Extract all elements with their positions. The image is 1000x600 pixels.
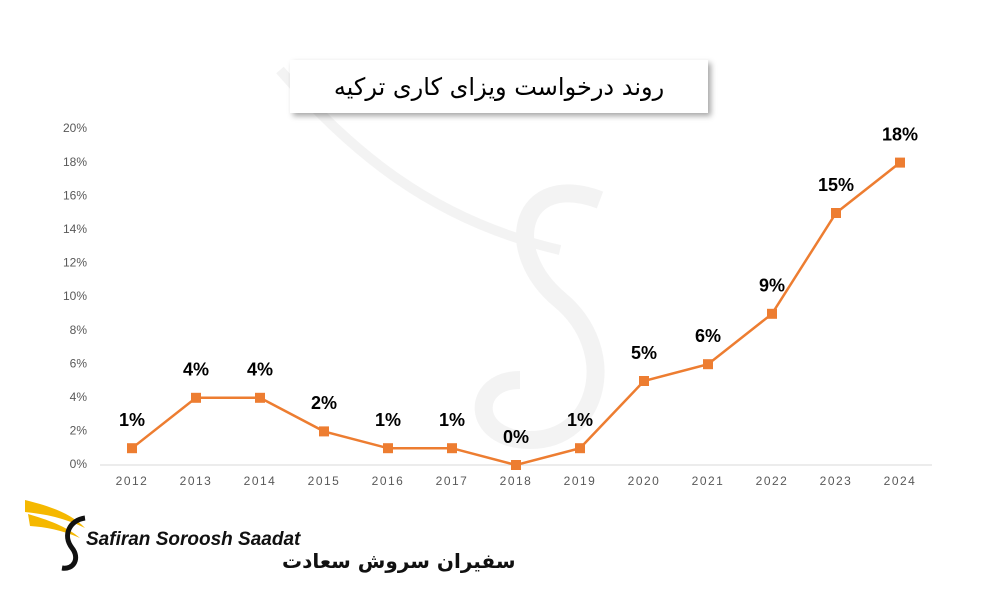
marker <box>575 443 585 454</box>
x-tick-label: 2018 <box>500 474 533 488</box>
y-tick-label: 12% <box>63 256 87 270</box>
data-label: 6% <box>695 326 721 346</box>
marker <box>767 308 777 319</box>
data-label: 15% <box>818 175 854 195</box>
marker <box>127 443 137 454</box>
marker <box>511 460 521 470</box>
data-label: 1% <box>119 410 145 430</box>
marker <box>895 157 905 168</box>
data-label: 1% <box>567 410 593 430</box>
watermark <box>276 66 605 450</box>
data-label: 18% <box>882 124 918 144</box>
marker <box>831 208 841 218</box>
title-box <box>290 60 708 113</box>
data-label: 0% <box>503 427 529 447</box>
x-tick-label: 2013 <box>180 474 213 488</box>
data-label: 4% <box>183 360 209 380</box>
marker <box>383 443 393 454</box>
x-tick-label: 2017 <box>436 474 469 488</box>
logo: Safiran Soroosh Saadat سفیران سروش سعادت <box>25 500 516 573</box>
data-label: 5% <box>631 343 657 363</box>
marker <box>447 443 457 454</box>
logo-name-fa: سفیران سروش سعادت <box>282 549 516 573</box>
marker <box>191 392 201 403</box>
data-label: 9% <box>759 276 785 296</box>
marker <box>255 392 265 403</box>
x-tick-label: 2023 <box>820 474 853 488</box>
logo-name-en: Safiran Soroosh Saadat <box>86 529 301 550</box>
y-tick-label: 8% <box>70 323 88 337</box>
y-tick-label: 16% <box>63 188 87 202</box>
y-tick-label: 2% <box>70 424 88 438</box>
data-label: 1% <box>439 410 465 430</box>
y-tick-label: 6% <box>70 356 88 370</box>
marker <box>703 359 713 370</box>
y-tick-label: 14% <box>63 222 87 236</box>
y-tick-label: 4% <box>70 390 88 404</box>
line <box>131 161 901 467</box>
marker <box>319 426 329 437</box>
marker <box>639 376 649 386</box>
y-tick-label: 20% <box>63 121 87 135</box>
y-tick-label: 10% <box>63 289 87 303</box>
x-tick-label: 2012 <box>116 474 149 488</box>
chart-title: روند درخواست ویزای کاری ترکیه <box>334 73 664 101</box>
y-tick-label: 0% <box>70 457 88 471</box>
x-tick-label: 2014 <box>244 474 277 488</box>
x-tick-label: 2021 <box>692 474 725 488</box>
x-tick-label: 2016 <box>372 474 405 488</box>
data-label: 1% <box>375 410 401 430</box>
y-tick-label: 18% <box>63 155 87 169</box>
x-tick-label: 2024 <box>884 474 917 488</box>
data-label: 2% <box>311 393 337 413</box>
x-tick-label: 2019 <box>564 474 597 488</box>
x-tick-label: 2020 <box>628 474 661 488</box>
data-label: 4% <box>247 360 273 380</box>
x-tick-label: 2015 <box>308 474 341 488</box>
x-tick-label: 2022 <box>756 474 789 488</box>
